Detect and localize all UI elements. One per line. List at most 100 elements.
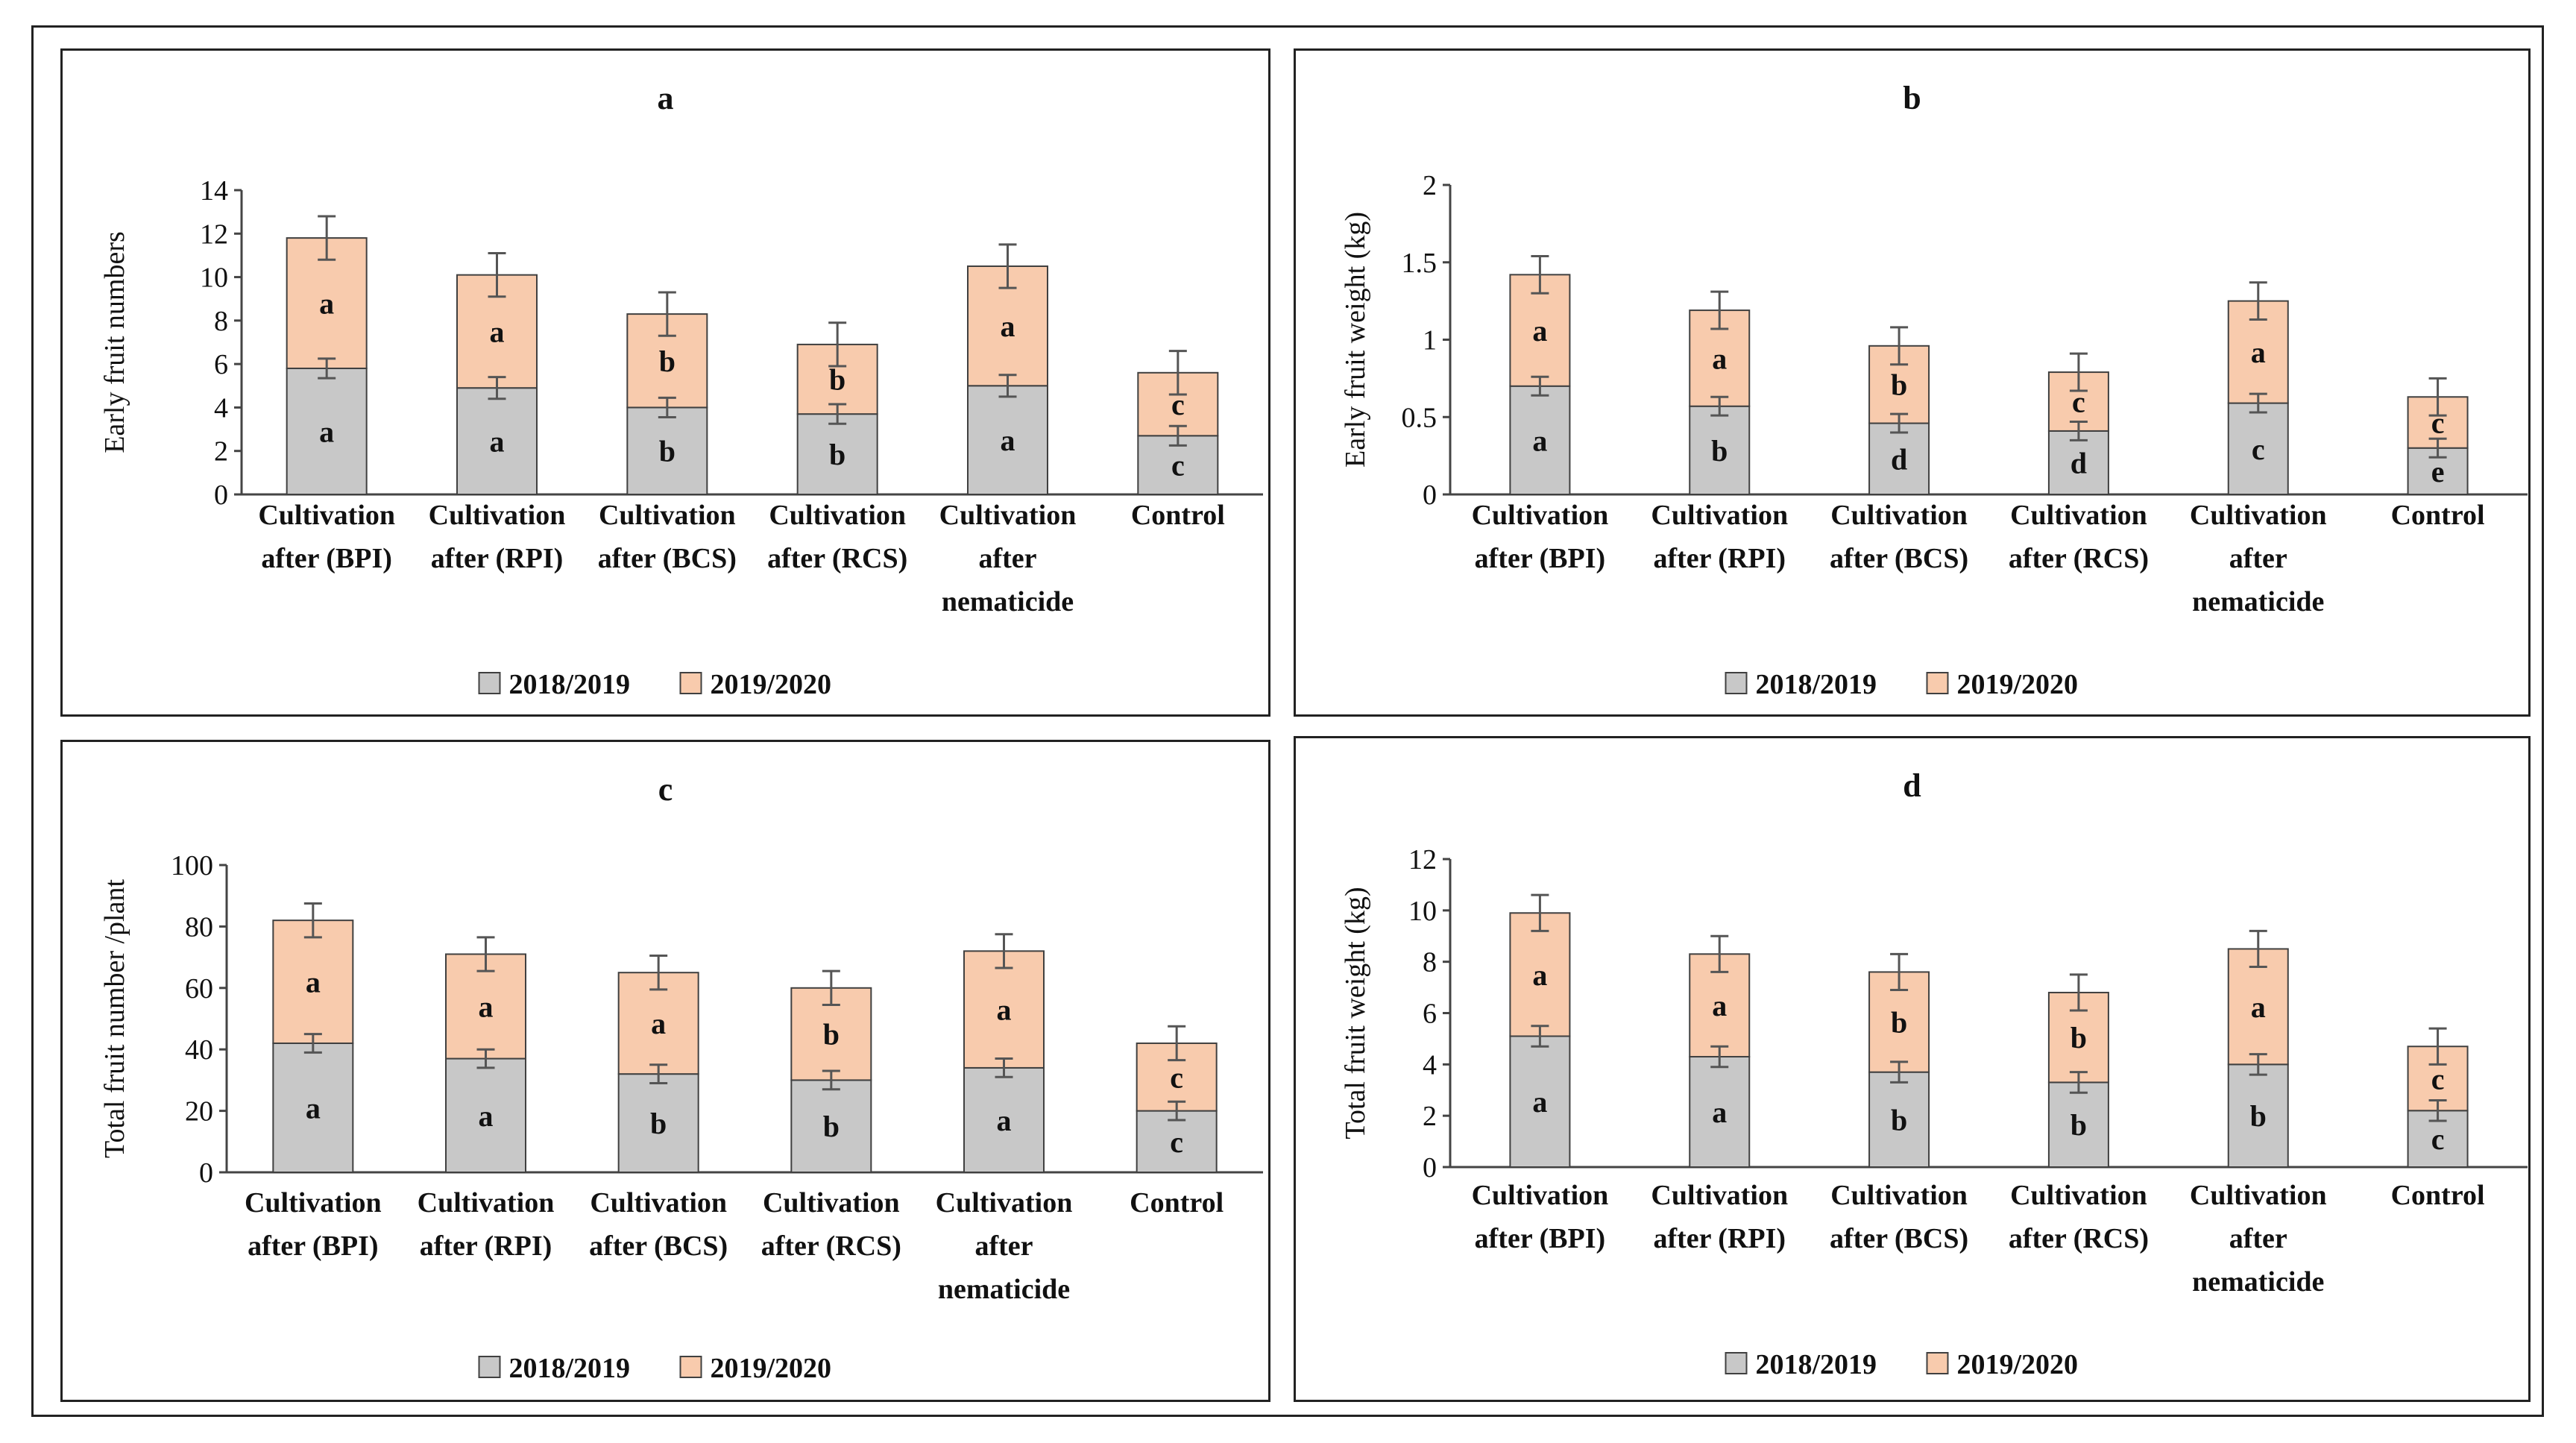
category-label: after (RCS)	[767, 543, 907, 574]
letter-2019-2020: c	[1170, 1060, 1183, 1094]
panel-c: c Total fruit number /plant 0 20 40 60 80 100 a a…	[60, 740, 1270, 1402]
y-tick-label: 0	[214, 480, 228, 511]
category-label: nematicide	[942, 586, 1074, 617]
legend-swatch-2019-2020	[679, 1356, 702, 1378]
category-label: Cultivation	[2010, 500, 2147, 531]
letter-2019-2020: a	[306, 966, 321, 999]
letter-2018-2019: d	[1891, 442, 1907, 476]
category-label: Cultivation	[1651, 500, 1788, 531]
category-label: Control	[2391, 500, 2485, 531]
category-label: after (RCS)	[2009, 543, 2149, 574]
category-label: nematicide	[2192, 586, 2324, 617]
y-tick-label: 100	[171, 850, 213, 881]
bar-2018-2019	[445, 1057, 526, 1173]
panel-b: b Early fruit weight (kg) 0 0.5 1 1.5 2 a a Culti…	[1294, 48, 2531, 717]
category-label: after (BCS)	[589, 1230, 728, 1262]
category-label: after (BCS)	[1830, 543, 1968, 574]
letter-2019-2020: b	[659, 345, 676, 378]
letter-2019-2020: b	[2070, 1021, 2087, 1054]
letter-2019-2020: a	[1532, 958, 1547, 992]
legend-label-2018-2019: 2018/2019	[1756, 669, 1877, 700]
letter-2019-2020: a	[319, 287, 334, 321]
bar-2019-2020	[272, 919, 354, 1044]
letter-2019-2020: c	[2431, 1062, 2445, 1095]
y-tick-label: 8	[1423, 947, 1437, 978]
y-tick-label: 1.5	[1402, 248, 1437, 279]
legend-label-2019-2020: 2019/2020	[711, 669, 832, 700]
legend-label-2018-2019: 2018/2019	[1756, 1349, 1877, 1380]
panel-d: d Total fruit weight (kg) 0 2 4 6 8 10 12 a a Culti…	[1294, 736, 2531, 1402]
legend-swatch-2018-2019	[478, 672, 501, 694]
category-label: after	[2229, 1223, 2287, 1254]
chart-svg-c: c Total fruit number /plant 0 20 40 60 80 100 a a…	[99, 771, 1263, 1384]
letter-2019-2020: c	[2431, 406, 2445, 440]
category-label: after (BPI)	[1475, 543, 1606, 574]
letter-2018-2019: a	[1001, 424, 1015, 457]
chart-title: d	[1903, 767, 1921, 804]
legend-label-2019-2020: 2019/2020	[711, 1353, 832, 1384]
letter-2018-2019: a	[1532, 424, 1547, 457]
letter-2018-2019: b	[823, 1110, 840, 1143]
letter-2018-2019: c	[1171, 449, 1185, 482]
y-tick-label: 12	[1408, 844, 1437, 875]
legend-swatch-2019-2020	[1926, 672, 1949, 694]
y-tick-label: 10	[1408, 896, 1437, 927]
bar-2019-2020	[1509, 912, 1571, 1037]
category-label: Cultivation	[590, 1187, 727, 1219]
letter-2019-2020: b	[823, 1018, 840, 1051]
legend-label-2018-2019: 2018/2019	[509, 1353, 631, 1384]
legend-swatch-2018-2019	[1725, 672, 1748, 694]
category-label: after (RCS)	[761, 1230, 901, 1262]
category-label: Cultivation	[1472, 1180, 1609, 1211]
letter-2019-2020: a	[1712, 342, 1727, 375]
bar-2018-2019	[796, 413, 878, 495]
category-label: Cultivation	[936, 1187, 1073, 1219]
y-axis-label: Early fruit numbers	[99, 231, 130, 453]
letter-2019-2020: a	[1532, 314, 1547, 348]
letter-2019-2020: a	[479, 990, 494, 1024]
letter-2019-2020: a	[490, 315, 505, 348]
legend-label-2019-2020: 2019/2020	[1957, 1349, 2079, 1380]
letter-2019-2020: a	[651, 1007, 666, 1040]
category-label: Cultivation	[1472, 500, 1609, 531]
legend-swatch-2019-2020	[679, 672, 702, 694]
category-label: after	[978, 543, 1036, 574]
category-label: after (BCS)	[1830, 1223, 1968, 1254]
bar-2018-2019	[456, 387, 538, 496]
bar-2018-2019	[963, 1066, 1045, 1174]
category-label: Cultivation	[245, 1187, 382, 1219]
category-label: Control	[2391, 1180, 2485, 1211]
bar-2018-2019	[2227, 1063, 2289, 1169]
y-tick-label: 0	[1423, 480, 1437, 511]
chart-svg-d: d Total fruit weight (kg) 0 2 4 6 8 10 12 a a Culti…	[1340, 767, 2528, 1380]
panel-a: a Early fruit numbers 0 2 4 6 8 10 12 14 a a Cultiva…	[60, 48, 1270, 717]
letter-2019-2020: c	[1171, 388, 1185, 421]
letter-2018-2019: b	[1891, 1103, 1907, 1137]
y-axis-label: Total fruit weight (kg)	[1340, 887, 1371, 1139]
letter-2018-2019: a	[319, 415, 334, 448]
legend-swatch-2018-2019	[1725, 1352, 1748, 1374]
bar-2018-2019	[2047, 430, 2109, 495]
category-label: after (RPI)	[1653, 1223, 1786, 1254]
letter-2019-2020: b	[1891, 1006, 1907, 1040]
y-tick-label: 60	[185, 973, 213, 1005]
category-label: after	[2229, 543, 2287, 574]
category-label: after (BPI)	[261, 543, 392, 574]
category-label: Cultivation	[769, 500, 906, 531]
y-tick-label: 40	[185, 1034, 213, 1066]
letter-2019-2020: a	[997, 993, 1012, 1027]
y-tick-label: 8	[214, 306, 228, 337]
y-tick-label: 12	[200, 219, 228, 250]
y-tick-label: 10	[200, 262, 228, 294]
bar-2018-2019	[2227, 402, 2289, 496]
category-label: after (BPI)	[1475, 1223, 1606, 1254]
category-label: Cultivation	[1830, 500, 1968, 531]
category-label: Cultivation	[1830, 1180, 1968, 1211]
letter-2018-2019: b	[650, 1107, 667, 1140]
y-tick-label: 2	[214, 436, 228, 468]
letter-2018-2019: c	[2252, 433, 2265, 466]
bar-2019-2020	[963, 950, 1045, 1069]
y-tick-label: 2	[1423, 170, 1437, 201]
category-label: Cultivation	[1651, 1180, 1788, 1211]
legend-swatch-2018-2019	[478, 1356, 501, 1378]
